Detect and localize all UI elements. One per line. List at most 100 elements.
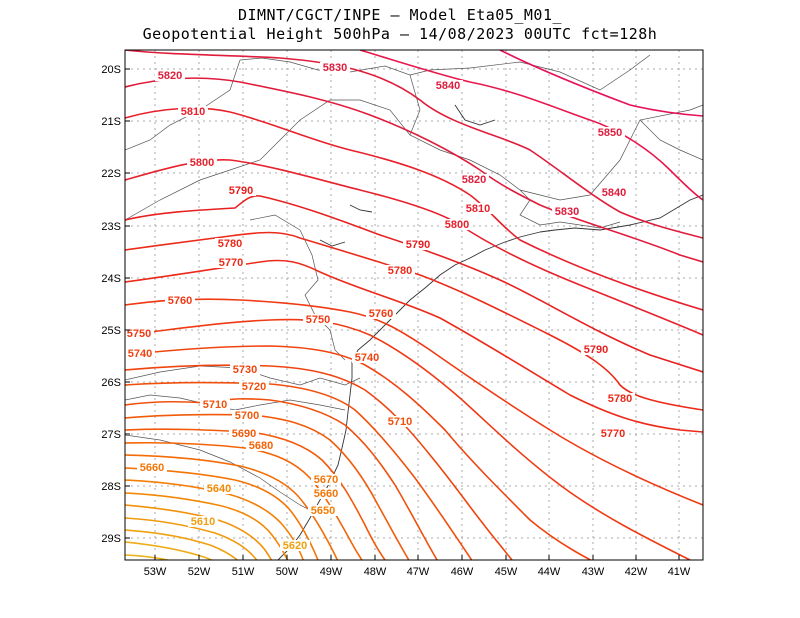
contour-label: 5830	[323, 62, 347, 74]
contour-label: 5710	[388, 416, 412, 428]
contour-label: 5770	[219, 257, 243, 269]
contour-label-bg	[311, 474, 341, 485]
contour-label-bg	[459, 174, 489, 185]
tick-marks	[125, 68, 680, 560]
contour-label-bg	[200, 399, 230, 410]
latitude-tick-label: 24S	[101, 273, 121, 285]
contour-label-bg	[187, 157, 217, 168]
plot-frame	[124, 49, 704, 561]
contour-5730	[125, 364, 514, 560]
contour-label: 5700	[235, 410, 259, 422]
contour-5750	[125, 318, 691, 560]
contour-label-bg	[125, 328, 154, 339]
contour-label: 5640	[207, 483, 231, 495]
contour-label: 5840	[602, 187, 626, 199]
contour-5620	[125, 517, 258, 560]
contour-label-bg	[188, 516, 218, 527]
contour-label: 5710	[203, 399, 227, 411]
contour-label-bg	[226, 185, 256, 196]
contour-label-bg	[308, 505, 338, 516]
contour-label-bg	[178, 106, 208, 117]
map-title-line-2: Geopotential Height 500hPa — 14/08/2023 …	[142, 25, 658, 43]
contour-label-bg	[232, 410, 262, 421]
contour-label: 5670	[314, 474, 338, 486]
contour-5760	[125, 298, 703, 506]
contour-label: 5810	[466, 203, 490, 215]
latitude-tick-label: 25S	[101, 325, 121, 337]
longitude-labels: 53W 52W 51W 50W 49W 48W 47W 46W 45W 44W 43W 42W 41W	[144, 566, 691, 578]
contour-label-bg	[280, 540, 310, 551]
contour-5670	[125, 454, 339, 560]
latitude-tick-label: 21S	[101, 116, 121, 128]
contour-5660	[125, 467, 319, 560]
contour-5710	[125, 397, 438, 560]
contour-label-bg	[230, 364, 260, 375]
contour-label-bg	[385, 265, 415, 276]
contour-label: 5750	[306, 314, 330, 326]
longitude-tick-label: 46W	[451, 566, 474, 578]
contour-label: 5820	[462, 174, 486, 186]
contour-label: 5660	[314, 488, 338, 500]
latitude-tick-label: 22S	[101, 168, 121, 180]
contour-label: 5840	[436, 80, 460, 92]
contour-label-bg	[239, 381, 269, 392]
contour-label: 5800	[190, 157, 214, 169]
contour-5720	[125, 381, 473, 560]
longitude-tick-label: 49W	[320, 566, 343, 578]
contour-label: 5790	[584, 344, 608, 356]
contour-label-bg	[366, 308, 396, 319]
longitude-tick-label: 42W	[625, 566, 648, 578]
contour-5740	[125, 345, 593, 560]
contour-label-bg	[385, 416, 415, 427]
latitude-tick-label: 27S	[101, 429, 121, 441]
contour-5840	[359, 50, 703, 201]
longitude-tick-label: 44W	[538, 566, 561, 578]
contour-label: 5760	[168, 295, 192, 307]
contour-5590	[125, 554, 172, 560]
contour-label-bg	[311, 488, 341, 499]
contour-label: 5690	[232, 428, 256, 440]
contour-label: 5650	[311, 505, 335, 517]
longitude-tick-label: 53W	[144, 566, 167, 578]
latitude-tick-label: 26S	[101, 377, 121, 389]
longitude-tick-label: 41W	[668, 566, 691, 578]
contour-label-bg	[137, 462, 167, 473]
longitude-tick-label: 45W	[495, 566, 518, 578]
contour-label: 5760	[369, 308, 393, 320]
contour-label: 5740	[355, 352, 379, 364]
contour-label-bg	[403, 239, 433, 250]
contour-label: 5850	[598, 127, 622, 139]
contour-5820	[125, 77, 703, 263]
contour-label-bg	[303, 314, 333, 325]
contour-label-bg	[433, 80, 463, 91]
contour-label: 5680	[249, 440, 273, 452]
contour-5830	[125, 50, 703, 239]
contour-5690	[125, 428, 387, 560]
contour-label-bg	[463, 203, 493, 214]
longitude-tick-label: 52W	[188, 566, 211, 578]
latitude-labels: 20S 21S 22S 23S 24S 25S 26S 27S 28S 29S	[101, 64, 121, 545]
contour-label-bg	[125, 348, 155, 359]
contour-label: 5780	[388, 265, 412, 277]
longitude-tick-label: 51W	[232, 566, 255, 578]
contour-5610	[125, 529, 239, 560]
contour-5700	[125, 413, 410, 560]
contour-label: 5820	[158, 70, 182, 82]
contour-label-bg	[229, 428, 259, 439]
contour-label-bg	[605, 393, 635, 404]
contour-label-bg	[216, 257, 246, 268]
contour-label-bg	[552, 206, 582, 217]
contour-5640	[125, 492, 289, 560]
contour-label: 5770	[601, 428, 625, 440]
contour-5680	[125, 441, 363, 560]
contour-label-bg	[598, 428, 628, 439]
contour-label-bg	[595, 127, 625, 138]
contour-labels: 5820 5830 5840 5850 5840 5810 5800 5790 5820 5810…	[125, 62, 635, 552]
latitude-tick-label: 23S	[101, 221, 121, 233]
contour-5780	[125, 231, 703, 411]
contour-label: 5750	[127, 328, 151, 340]
contour-label: 5740	[128, 348, 152, 360]
longitude-tick-label: 48W	[364, 566, 387, 578]
contour-label: 5730	[233, 364, 257, 376]
